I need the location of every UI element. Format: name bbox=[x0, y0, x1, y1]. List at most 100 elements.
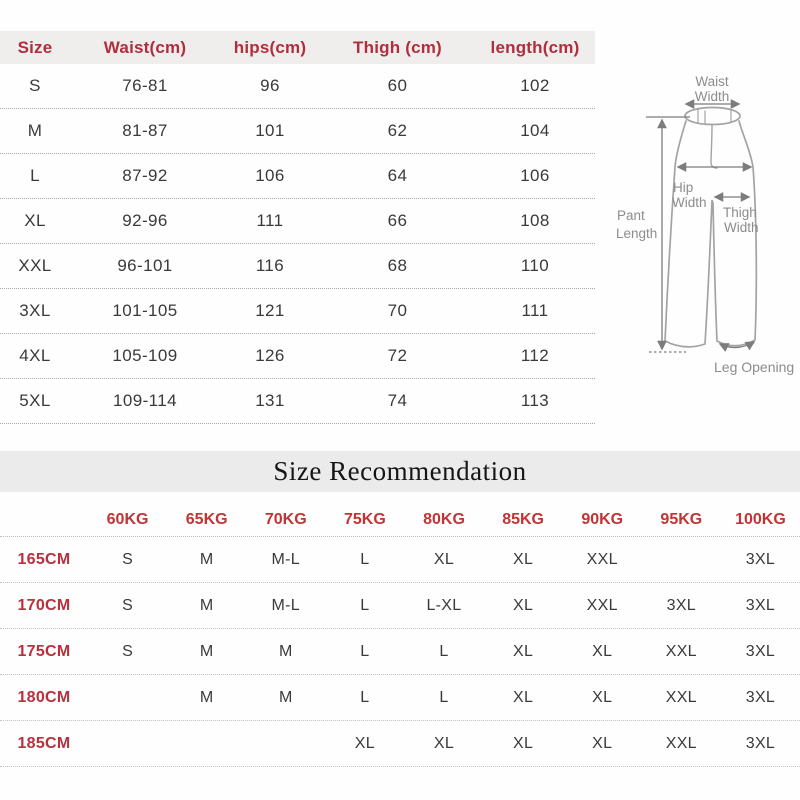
recommended-size-cell: 3XL bbox=[745, 550, 776, 568]
recommended-size-cell: L bbox=[439, 688, 449, 706]
recommended-size-cell: XL bbox=[592, 688, 613, 706]
size-table-cell: S bbox=[29, 76, 41, 95]
size-table-cell: 112 bbox=[520, 346, 550, 365]
size-table-cell: 87-92 bbox=[122, 166, 168, 185]
size-recommendation-table: 60KG 65KG 70KG 75KG 80KG 85KG 90KG 95KG 100KG 16… bbox=[0, 503, 800, 767]
recommended-size-cell: M bbox=[199, 642, 214, 660]
size-table-cell: 101-105 bbox=[112, 301, 178, 320]
recommended-size-cell: XL bbox=[513, 642, 534, 660]
size-table-cell: 109-114 bbox=[113, 391, 177, 410]
size-table-cell: 121 bbox=[255, 301, 285, 320]
size-table-cell: 104 bbox=[520, 121, 550, 140]
recommended-size-cell: XL bbox=[433, 734, 455, 752]
size-table-row: 4XL 105-109 126 72 112 bbox=[0, 334, 595, 379]
recommended-size-cell: XL bbox=[513, 596, 534, 614]
size-table-row: XXL 96-101 116 68 110 bbox=[0, 244, 595, 289]
weight-header-cell: 100KG bbox=[735, 510, 786, 528]
size-table-cell: M bbox=[27, 121, 43, 140]
recommended-size-cell: 3XL bbox=[666, 596, 696, 614]
size-table-cell: 96 bbox=[260, 76, 280, 95]
size-table-cell: 106 bbox=[255, 166, 285, 185]
waist-width-label: Waist bbox=[695, 74, 728, 89]
measurement-arrows bbox=[646, 99, 756, 353]
size-table-cell: 101 bbox=[255, 121, 285, 140]
recommended-size-cell: M-L bbox=[271, 596, 300, 614]
recommended-size-cell bbox=[246, 721, 325, 766]
recommended-size-cell: XXL bbox=[586, 550, 618, 568]
pants-measurement-diagram: Waist Width Hip Width Thigh Width Pant L… bbox=[616, 74, 794, 375]
size-table-cell: 102 bbox=[520, 76, 550, 95]
recommended-size-cell: S bbox=[122, 550, 134, 568]
size-table-row: 3XL 101-105 121 70 111 bbox=[0, 289, 595, 334]
height-label-cell: 170CM bbox=[17, 596, 71, 614]
size-table-header-cell: Waist(cm) bbox=[103, 37, 187, 57]
recommended-size-cell bbox=[88, 675, 167, 720]
weight-header-cell: 95KG bbox=[660, 510, 703, 528]
recommended-size-cell: M-L bbox=[271, 550, 300, 568]
recommended-size-cell bbox=[642, 537, 721, 582]
pant-length-label: Pant bbox=[617, 208, 645, 223]
size-table-row: L 87-92 106 64 106 bbox=[0, 154, 595, 199]
size-table-cell: 131 bbox=[255, 391, 285, 410]
weight-header-cell: 85KG bbox=[502, 510, 544, 528]
recommended-size-cell: M bbox=[278, 688, 293, 706]
size-table-row: S 76-81 96 60 102 bbox=[0, 64, 595, 109]
recommended-size-cell: 3XL bbox=[745, 688, 776, 706]
recommended-size-cell: M bbox=[199, 688, 214, 706]
size-table-cell: XXL bbox=[18, 256, 52, 275]
recommended-size-cell: XL bbox=[513, 550, 534, 568]
size-table-cell: 62 bbox=[387, 121, 408, 140]
recommended-size-cell: L bbox=[360, 550, 370, 568]
size-table-cell: 70 bbox=[387, 301, 408, 320]
size-table-cell: 4XL bbox=[19, 346, 51, 365]
size-table-cell: 64 bbox=[387, 166, 408, 185]
weight-header-cell: 60KG bbox=[106, 510, 149, 528]
recommendation-row: 180CM M M L L XL XL XXL 3XL bbox=[0, 675, 800, 721]
recommended-size-cell: L-XL bbox=[426, 596, 462, 614]
size-recommendation-title: Size Recommendation bbox=[273, 456, 527, 486]
size-table-cell: 5XL bbox=[19, 391, 51, 410]
size-table-cell: L bbox=[30, 166, 40, 185]
size-table-cell: 116 bbox=[255, 256, 285, 275]
hip-width-label-2: Width bbox=[672, 195, 707, 210]
recommended-size-cell: 3XL bbox=[745, 734, 776, 752]
leg-opening-label: Leg Opening bbox=[714, 359, 794, 375]
size-table-cell: 74 bbox=[387, 391, 408, 410]
height-label-cell: 175CM bbox=[17, 642, 71, 660]
size-measurements-table: Size Waist(cm) hips(cm) Thigh (cm) length(cm… bbox=[0, 31, 595, 424]
recommended-size-cell: S bbox=[122, 596, 134, 614]
recommended-size-cell: XL bbox=[592, 734, 613, 752]
weight-header-cell: 90KG bbox=[581, 510, 624, 528]
recommended-size-cell: L bbox=[439, 642, 449, 660]
size-table-header-cell: Size bbox=[17, 37, 53, 57]
recommended-size-cell: XL bbox=[354, 734, 375, 752]
recommended-size-cell: 3XL bbox=[745, 642, 776, 660]
pants-outline bbox=[664, 106, 758, 348]
recommended-size-cell: XL bbox=[592, 642, 613, 660]
size-table-row: M 81-87 101 62 104 bbox=[0, 109, 595, 154]
size-table-row: XL 92-96 111 66 108 bbox=[0, 199, 595, 244]
size-table-body: S 76-81 96 60 102 M 81-87 101 62 104 L 87-92 106 64 10… bbox=[0, 64, 595, 424]
recommended-size-cell bbox=[167, 721, 246, 766]
recommendation-corner-cell bbox=[0, 503, 88, 536]
thigh-width-label: Thigh bbox=[723, 205, 757, 220]
size-recommendation-banner: Size Recommendation bbox=[0, 451, 800, 492]
recommendation-row: 185CM XL XL XL XL XXL 3XL bbox=[0, 721, 800, 767]
size-table-cell: XL bbox=[24, 211, 46, 230]
weight-header-cell: 65KG bbox=[185, 510, 228, 528]
size-table-header-cell: length(cm) bbox=[490, 37, 580, 57]
size-table-cell: 106 bbox=[520, 166, 550, 185]
size-table-cell: 60 bbox=[387, 76, 408, 95]
recommended-size-cell: L bbox=[360, 642, 370, 660]
weight-header-cell: 75KG bbox=[343, 510, 386, 528]
size-table-cell: 68 bbox=[387, 256, 408, 275]
recommended-size-cell: XXL bbox=[665, 688, 697, 706]
recommended-size-cell: XL bbox=[513, 734, 534, 752]
recommendation-row: 165CM S M M-L L XL XL XXL 3XL bbox=[0, 537, 800, 583]
size-table-cell: 96-101 bbox=[117, 256, 173, 275]
recommended-size-cell: XXL bbox=[586, 596, 618, 614]
recommendation-header-row: 60KG 65KG 70KG 75KG 80KG 85KG 90KG 95KG 100KG bbox=[0, 503, 800, 537]
height-label-cell: 185CM bbox=[17, 734, 71, 752]
recommended-size-cell: M bbox=[199, 596, 214, 614]
